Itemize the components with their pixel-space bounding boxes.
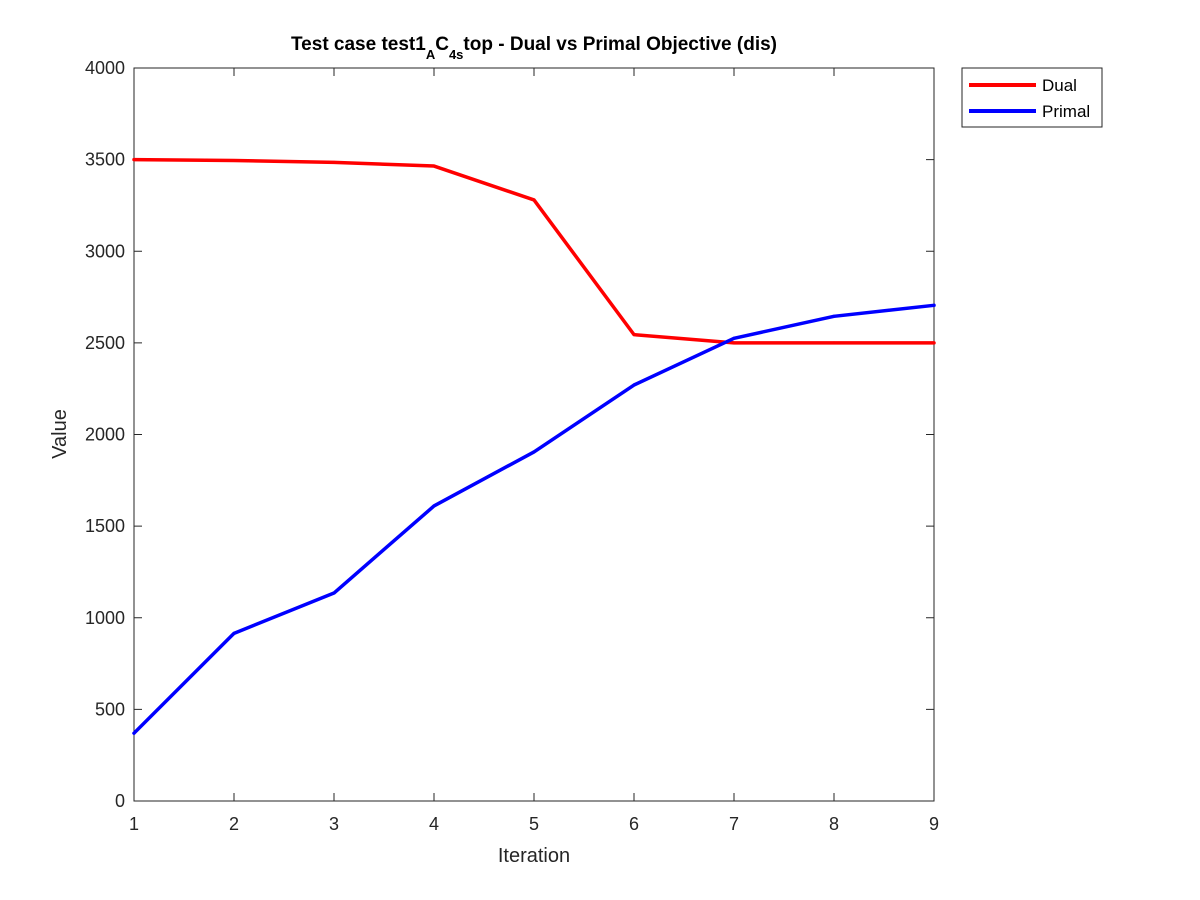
data-point-primal [232, 631, 236, 635]
x-tick-label: 4 [429, 814, 439, 834]
y-tick-label: 4000 [85, 58, 125, 78]
x-tick-label: 5 [529, 814, 539, 834]
data-point-dual [132, 158, 136, 162]
data-point-dual [732, 341, 736, 345]
y-tick-label: 1500 [85, 516, 125, 536]
y-tick-label: 3000 [85, 241, 125, 261]
data-point-dual [232, 159, 236, 163]
y-tick-label: 1000 [85, 608, 125, 628]
data-point-primal [432, 504, 436, 508]
x-axis-label: Iteration [498, 845, 570, 867]
data-point-primal [732, 336, 736, 340]
axis-ticks: 1 2 3 4 5 6 7 8 9 0 500 1000 1500 2000 2500 3000 3500 400… [85, 58, 939, 834]
y-tick-label: 0 [115, 791, 125, 811]
data-point-primal [932, 303, 936, 307]
legend-label-dual: Dual [1042, 76, 1077, 95]
x-tick-label: 7 [729, 814, 739, 834]
chart-title: Test case test1AC4stop - Dual vs Primal … [291, 34, 777, 62]
y-tick-label: 500 [95, 699, 125, 719]
legend-label-primal: Primal [1042, 102, 1090, 121]
y-tick-label: 2500 [85, 333, 125, 353]
data-point-dual [332, 160, 336, 164]
data-point-primal [532, 450, 536, 454]
plot-area [133, 67, 935, 802]
x-tick-label: 8 [829, 814, 839, 834]
y-tick-label: 2000 [85, 425, 125, 445]
data-point-dual [432, 164, 436, 168]
x-tick-label: 2 [229, 814, 239, 834]
y-axis-label: Value [49, 409, 71, 459]
data-point-primal [832, 314, 836, 318]
data-point-primal [132, 731, 136, 735]
legend-box [961, 67, 1103, 128]
data-point-dual [632, 333, 636, 337]
legend: Dual Primal [961, 67, 1103, 128]
y-tick-label: 3500 [85, 150, 125, 170]
series-layer [132, 157, 936, 735]
data-point-primal [332, 591, 336, 595]
data-point-dual [932, 341, 936, 345]
x-tick-label: 9 [929, 814, 939, 834]
x-tick-label: 1 [129, 814, 139, 834]
data-point-primal [632, 383, 636, 387]
data-point-dual [532, 198, 536, 202]
x-tick-label: 3 [329, 814, 339, 834]
x-tick-label: 6 [629, 814, 639, 834]
data-point-dual [832, 341, 836, 345]
